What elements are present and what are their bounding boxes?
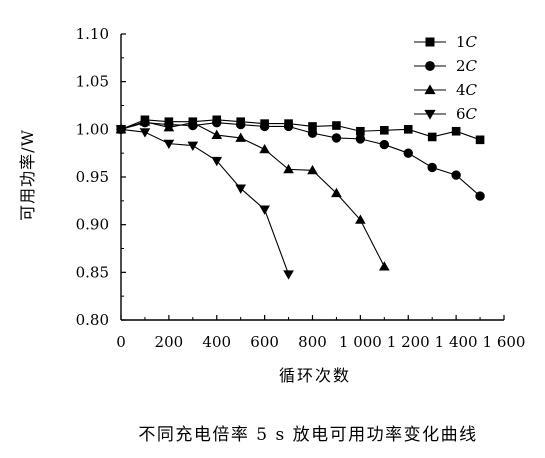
- x-tick-label: 1 000: [339, 333, 382, 351]
- data-point: [283, 121, 294, 132]
- series-line: [120, 119, 481, 141]
- data-point: [331, 133, 342, 143]
- legend-label-number: 2: [456, 57, 466, 75]
- y-tick-label: 0.80: [76, 311, 109, 329]
- data-point: [331, 187, 342, 198]
- legend-label: 4C: [456, 81, 478, 99]
- data-point: [403, 148, 413, 158]
- x-axis-title: 循环次数: [279, 366, 351, 385]
- series-6C: [115, 125, 294, 280]
- data-point: [379, 139, 390, 150]
- x-tick-label: 1 600: [483, 333, 526, 351]
- legend-label-unit: C: [466, 33, 478, 51]
- y-tick-label: 0.90: [76, 216, 109, 234]
- legend-label: 1C: [456, 33, 478, 51]
- data-point: [187, 117, 199, 127]
- data-point: [451, 126, 461, 136]
- data-point: [163, 122, 175, 132]
- data-point: [211, 129, 223, 139]
- data-point: [427, 162, 437, 173]
- legend-label-unit: C: [466, 57, 478, 75]
- data-point: [283, 270, 294, 280]
- legend-item-1C: 1C: [414, 33, 478, 51]
- x-tick-label: 200: [155, 333, 184, 351]
- data-point: [475, 191, 485, 201]
- legend-item-6C: 6C: [414, 105, 478, 123]
- data-point: [139, 128, 151, 138]
- data-point: [259, 121, 270, 132]
- data-point: [427, 132, 437, 142]
- legend-label-number: 6: [456, 105, 466, 123]
- y-tick-label: 1.05: [76, 73, 109, 91]
- y-tick-label: 1.10: [76, 25, 109, 43]
- data-point: [380, 125, 389, 135]
- data-point: [332, 121, 341, 130]
- y-axis-title: 可用功率/W: [18, 129, 37, 221]
- data-point: [307, 128, 318, 138]
- y-tick-label: 1.00: [76, 120, 109, 138]
- series-line: [120, 122, 481, 197]
- data-point: [403, 125, 413, 134]
- chart-caption: 不同充电倍率 5 s 放电可用功率变化曲线: [138, 425, 477, 445]
- axes-frame: [120, 34, 504, 321]
- legend-marker: [425, 61, 435, 71]
- x-tick-label: 1 200: [387, 333, 430, 351]
- data-point: [307, 164, 318, 175]
- x-tick-label: 1 400: [435, 333, 478, 351]
- data-point: [211, 156, 223, 167]
- x-tick-label: 400: [202, 333, 231, 351]
- data-point: [235, 132, 247, 142]
- data-point: [475, 135, 485, 145]
- x-axis: 0 200 400 600 800 1 000 1 200 1 400 1 600: [116, 315, 525, 351]
- legend-label-unit: C: [466, 81, 478, 99]
- x-tick-label: 0: [116, 333, 126, 351]
- data-point: [355, 134, 366, 144]
- x-tick-label: 800: [298, 333, 327, 351]
- data-point: [356, 126, 365, 136]
- legend-marker: [425, 37, 435, 47]
- legend-item-4C: 4C: [414, 81, 478, 99]
- data-point: [235, 184, 247, 194]
- data-point: [451, 170, 461, 180]
- legend-label-number: 4: [456, 81, 466, 99]
- series-layer: [115, 115, 485, 280]
- series-4C: [115, 116, 390, 271]
- legend-marker: [424, 84, 436, 95]
- legend-label: 6C: [456, 105, 478, 123]
- data-point: [115, 125, 127, 135]
- x-tick-label: 600: [250, 333, 279, 351]
- data-point: [378, 261, 390, 271]
- data-point: [235, 119, 246, 130]
- y-tick-label: 0.85: [76, 263, 109, 281]
- data-point: [163, 139, 175, 150]
- data-point: [187, 141, 199, 151]
- legend-label-unit: C: [466, 105, 478, 123]
- legend-marker: [424, 109, 436, 120]
- y-tick-label: 0.95: [76, 168, 109, 186]
- legend-label-number: 1: [456, 33, 466, 51]
- y-axis: 0.80 0.85 0.90 0.95 1.00 1.05 1.10: [76, 25, 126, 329]
- data-point: [283, 163, 294, 174]
- data-point: [139, 116, 151, 126]
- legend-item-2C: 2C: [414, 57, 478, 75]
- data-point: [355, 214, 366, 224]
- data-point: [212, 117, 222, 128]
- legend-label: 2C: [456, 57, 478, 75]
- data-point: [259, 143, 270, 154]
- data-point: [259, 205, 270, 215]
- series-line: [120, 121, 385, 267]
